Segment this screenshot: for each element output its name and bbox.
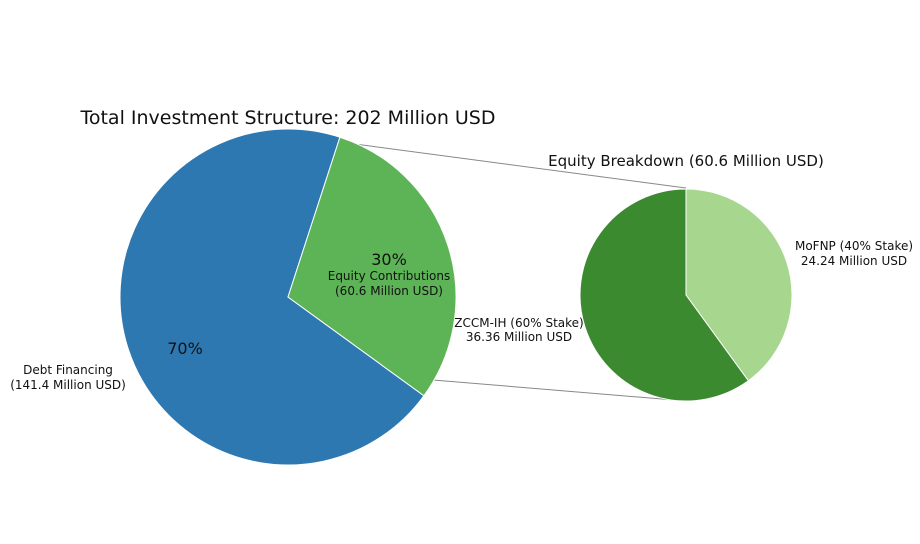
zccm-label-line2: 36.36 Million USD: [466, 330, 572, 344]
equity-label-line1: Equity Contributions: [328, 269, 451, 283]
main-pie-title: Total Investment Structure: 202 Million …: [79, 107, 495, 129]
equity-breakdown-pie: [579, 188, 793, 402]
debt-label-line2: (141.4 Million USD): [10, 378, 126, 392]
pie-slice-mofnp: [685, 188, 793, 382]
connector-line-top: [354, 143, 687, 189]
mofnp-label-line2: 24.24 Million USD: [801, 254, 907, 268]
equity-label-line2: (60.6 Million USD): [335, 284, 443, 298]
equity-percent-label: 30%: [371, 250, 407, 269]
equity-breakdown-title: Equity Breakdown (60.6 Million USD): [548, 152, 824, 170]
pie-slice-equity-contributions: [287, 136, 457, 397]
connector-line-bottom: [432, 379, 687, 402]
zccm-label-line1: ZCCM-IH (60% Stake): [454, 316, 583, 330]
main-pie: [119, 128, 457, 466]
mofnp-label-line1: MoFNP (40% Stake): [795, 239, 913, 253]
pie-slice-zccm-ih: [579, 188, 750, 402]
pie-slice-debt-financing: [119, 128, 425, 466]
debt-label-line1: Debt Financing: [23, 363, 113, 377]
debt-percent-label: 70%: [167, 339, 203, 358]
